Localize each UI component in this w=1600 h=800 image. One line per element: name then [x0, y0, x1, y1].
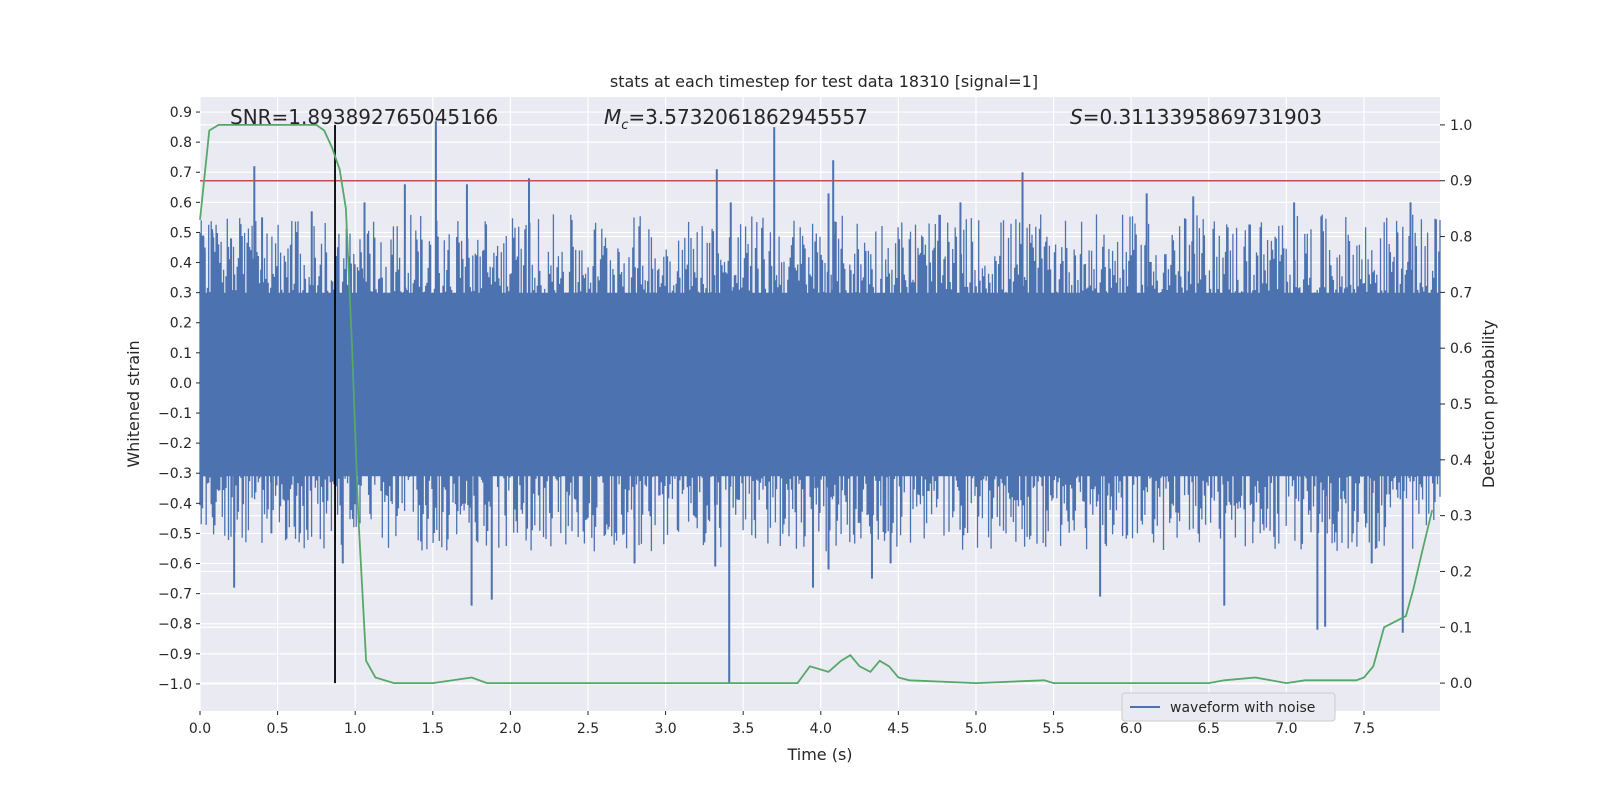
y-left-tick-label-16: 0.6	[170, 195, 192, 211]
y-axis-label-left: Whitened strain	[124, 340, 143, 467]
y-right-tick-label-10: 1.0	[1450, 118, 1472, 134]
overlays	[199, 124, 1440, 685]
y-right-tick-labels: 0.0 0.1 0.2 0.3 0.4 0.5 0.6 0.7 0.8 0.9 1.0	[1440, 118, 1472, 692]
y-left-tick-label-8: −0.2	[158, 436, 192, 452]
x-tick-label-5: 2.5	[577, 721, 599, 737]
y-left-tick-label-5: −0.5	[158, 526, 192, 542]
detection-probability-line	[199, 124, 1434, 685]
y-left-tick-label-9: −0.1	[158, 406, 192, 422]
y-left-tick-label-3: −0.7	[158, 587, 192, 603]
y-right-tick-label-7: 0.7	[1450, 285, 1472, 301]
x-tick-label-3: 1.5	[422, 721, 444, 737]
x-tick-label-6: 3.0	[654, 721, 676, 737]
x-tick-label-8: 4.0	[810, 721, 832, 737]
x-tick-label-9: 4.5	[887, 721, 909, 737]
y-left-tick-label-15: 0.5	[170, 225, 192, 241]
legend: waveform with noise	[1121, 692, 1336, 722]
x-tick-label-4: 2.0	[499, 721, 521, 737]
y-right-tick-label-8: 0.8	[1450, 230, 1472, 246]
x-tick-label-7: 3.5	[732, 721, 754, 737]
snr-annotation: SNR=1.893892765045166	[230, 105, 498, 129]
y-left-tick-label-17: 0.7	[170, 165, 192, 181]
y-left-tick-label-6: −0.4	[158, 496, 192, 512]
x-tick-label-13: 6.5	[1198, 721, 1220, 737]
y-left-tick-label-4: −0.6	[158, 557, 192, 573]
x-tick-label-15: 7.5	[1353, 721, 1375, 737]
x-tick-label-0: 0.0	[189, 721, 211, 737]
y-left-tick-label-0: −1.0	[158, 677, 192, 693]
y-right-tick-label-9: 0.9	[1450, 174, 1472, 190]
y-left-tick-label-13: 0.3	[170, 286, 192, 302]
y-left-tick-label-18: 0.8	[170, 135, 192, 151]
s-annotation: S=0.3113395869731903	[1070, 105, 1322, 129]
y-left-tick-label-14: 0.4	[170, 256, 192, 272]
x-tick-label-1: 0.5	[266, 721, 288, 737]
y-axis-label-right: Detection probability	[1479, 320, 1498, 488]
chart-title: stats at each timestep for test data 183…	[610, 72, 1038, 91]
y-left-tick-label-12: 0.2	[170, 316, 192, 332]
y-left-tick-label-7: −0.3	[158, 466, 192, 482]
y-right-tick-label-3: 0.3	[1450, 509, 1472, 525]
y-right-tick-label-4: 0.4	[1450, 453, 1472, 469]
legend-box	[1121, 692, 1336, 722]
x-tick-label-11: 5.5	[1042, 721, 1064, 737]
x-tick-label-12: 6.0	[1120, 721, 1142, 737]
y-left-tick-label-2: −0.8	[158, 617, 192, 633]
y-right-tick-label-5: 0.5	[1450, 397, 1472, 413]
y-left-tick-label-10: 0.0	[170, 376, 192, 392]
mc-annotation: Mc=3.5732061862945557	[604, 105, 868, 133]
waveform-series	[199, 121, 1441, 684]
y-right-tick-label-1: 0.1	[1450, 620, 1472, 636]
waveform-noise	[199, 214, 1441, 552]
y-left-tick-label-1: −0.9	[158, 647, 192, 663]
y-left-tick-label-19: 0.9	[170, 105, 192, 121]
y-right-tick-label-6: 0.6	[1450, 341, 1472, 357]
x-tick-label-14: 7.0	[1275, 721, 1297, 737]
y-left-tick-labels: −1.0 −0.9 −0.8 −0.7 −0.6 −0.5 −0.4 −0.3 −0.2 −0.1…	[158, 105, 200, 693]
x-axis-label: Time (s)	[786, 745, 852, 764]
x-tick-label-10: 5.0	[965, 721, 987, 737]
x-tick-label-2: 1.0	[344, 721, 366, 737]
legend-label-waveform: waveform with noise	[1170, 700, 1315, 716]
y-left-tick-label-11: 0.1	[170, 346, 192, 362]
y-right-tick-label-0: 0.0	[1450, 676, 1472, 692]
y-right-tick-label-2: 0.2	[1450, 564, 1472, 580]
x-tick-labels: 0.0 0.5 1.0 1.5 2.0 2.5 3.0 3.5 4.0 4.5 5.0 5.5 6.0 6…	[189, 711, 1375, 737]
